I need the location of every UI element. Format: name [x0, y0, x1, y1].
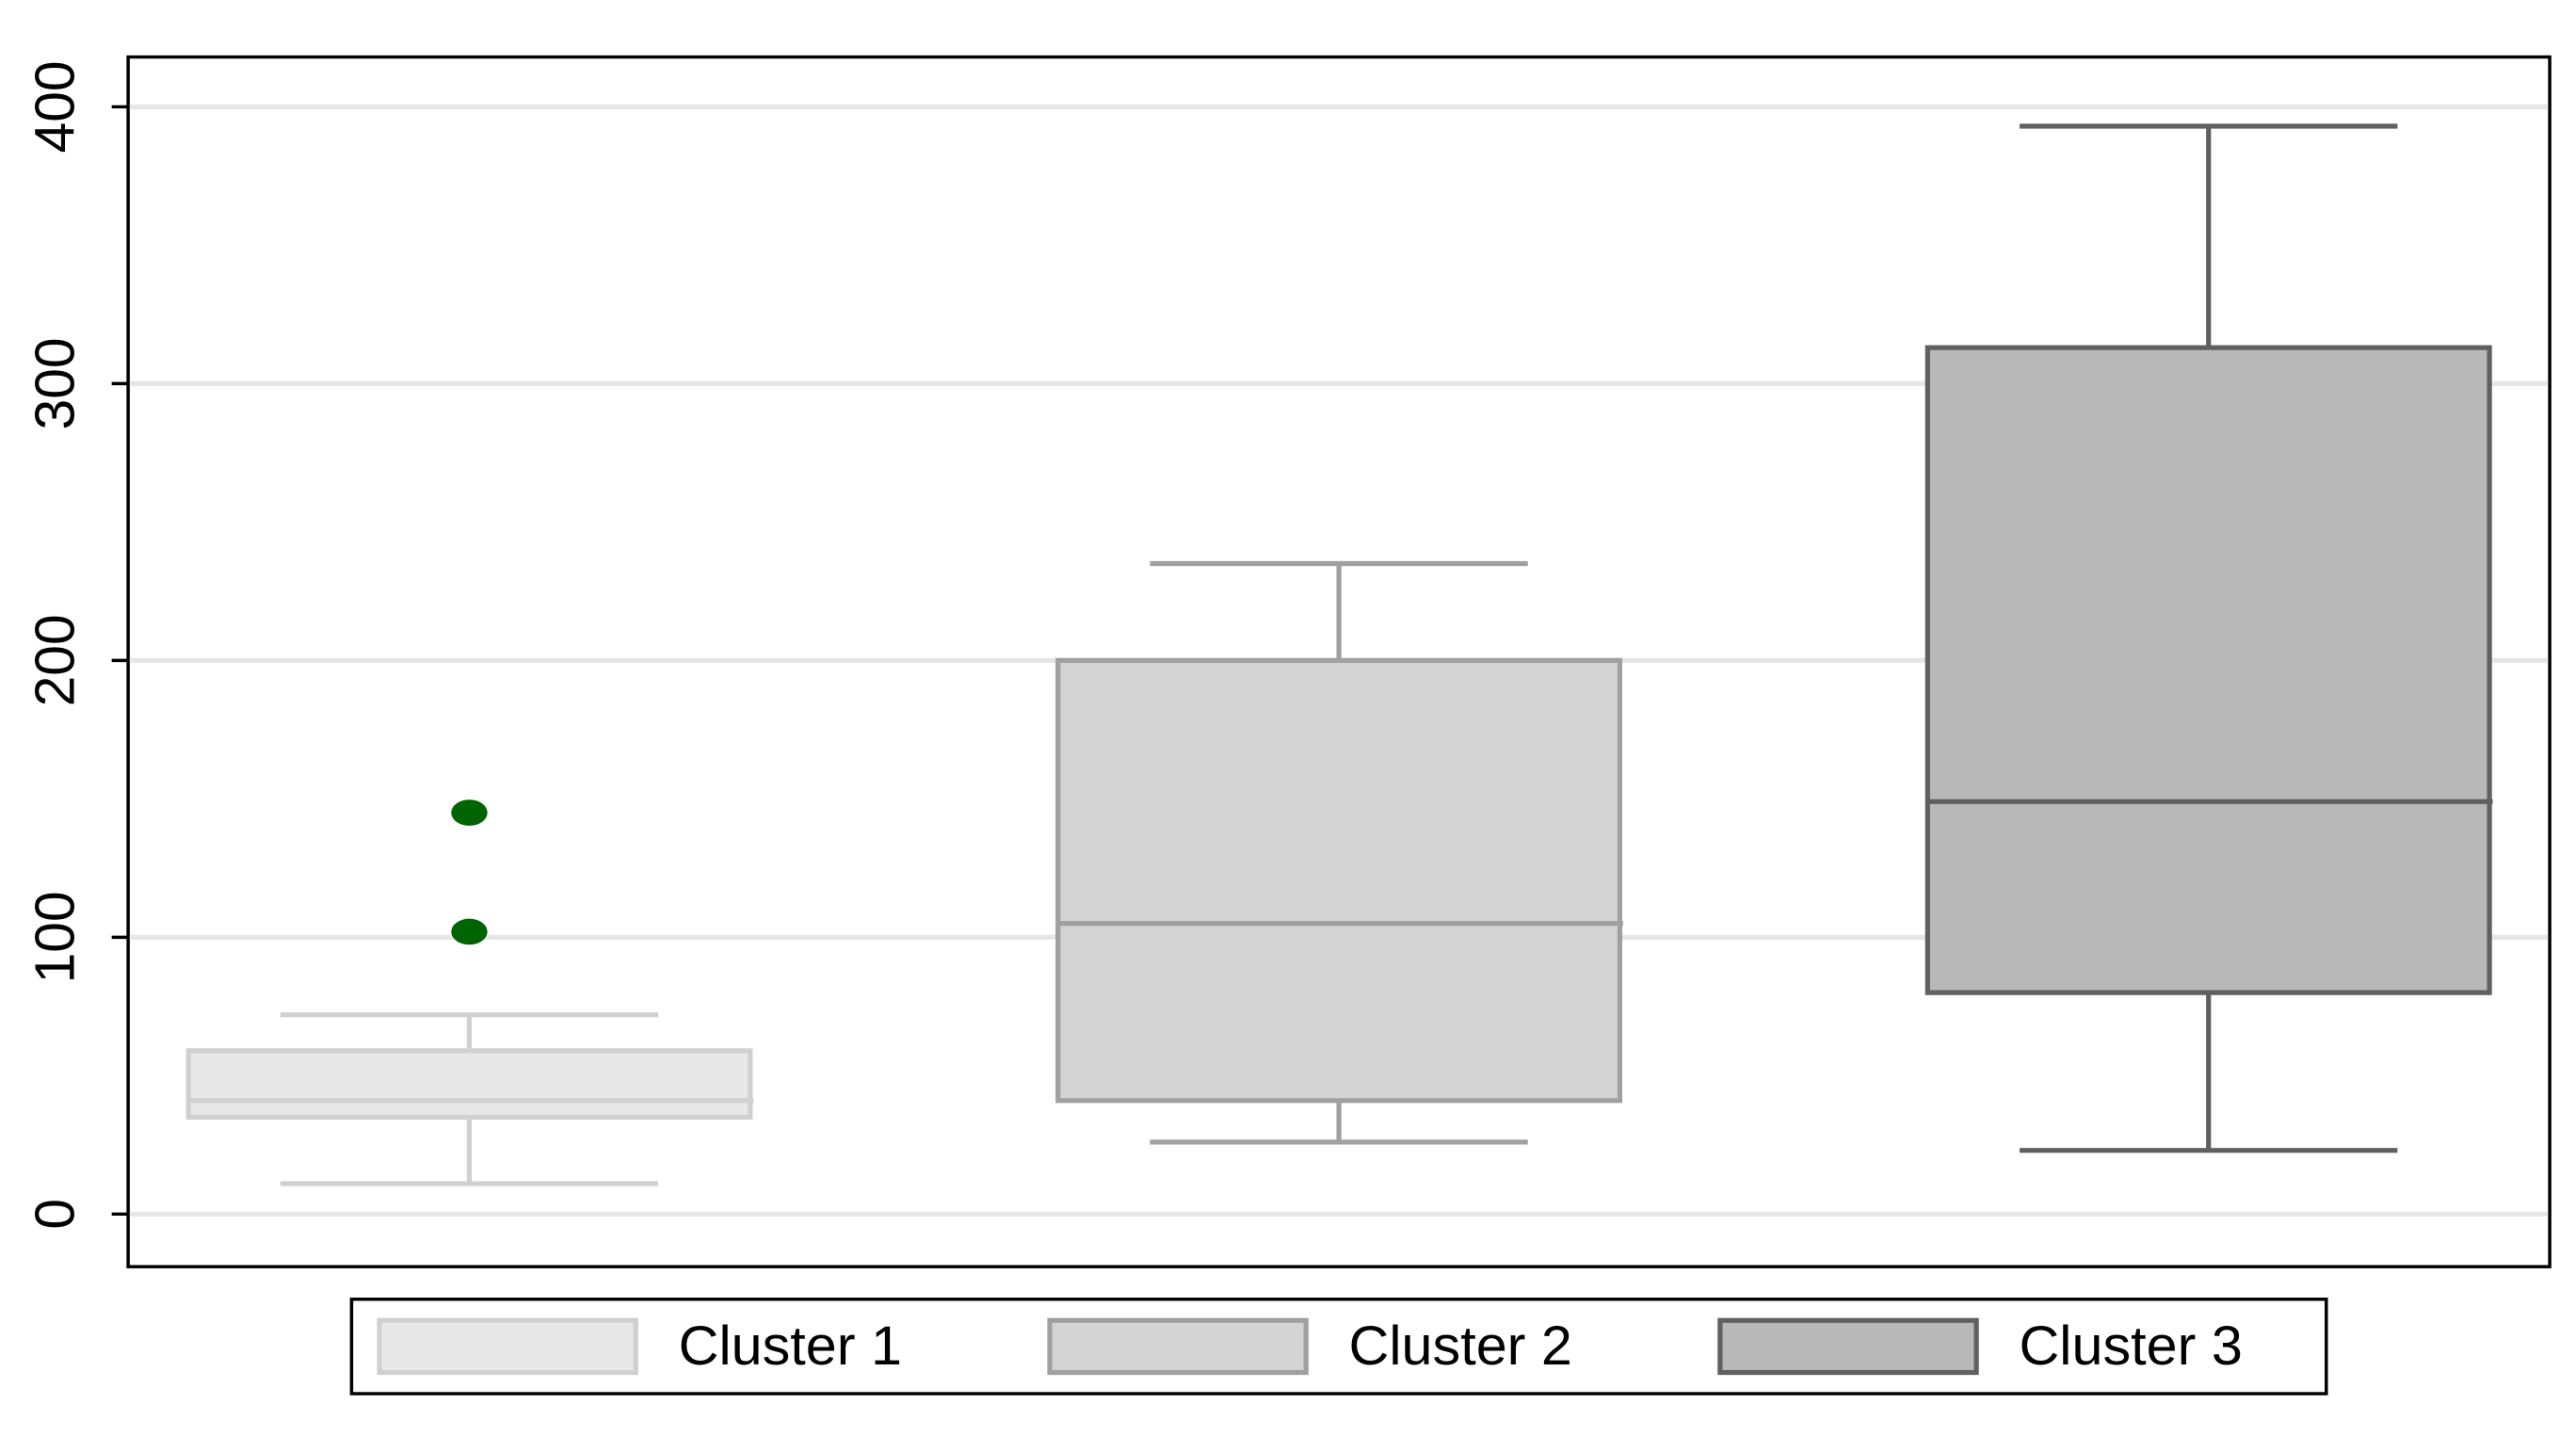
outlier	[451, 918, 488, 945]
box	[1055, 657, 1623, 1104]
box	[1924, 345, 2492, 995]
outlier	[451, 799, 488, 826]
y-tick-label: 100	[24, 891, 86, 983]
legend-swatch	[377, 1317, 638, 1376]
y-tick-label: 0	[24, 1199, 86, 1230]
legend-box	[349, 1298, 2328, 1396]
box	[185, 1048, 753, 1121]
y-tick-label: 400	[24, 60, 86, 153]
y-tick-label: 200	[24, 614, 86, 706]
legend-swatch	[1717, 1317, 1979, 1376]
legend-label: Cluster 3	[2019, 1315, 2242, 1377]
y-tick-label: 300	[24, 337, 86, 429]
legend-label: Cluster 2	[1349, 1315, 1572, 1377]
legend-swatch	[1047, 1317, 1309, 1376]
legend-label: Cluster 1	[679, 1315, 902, 1377]
